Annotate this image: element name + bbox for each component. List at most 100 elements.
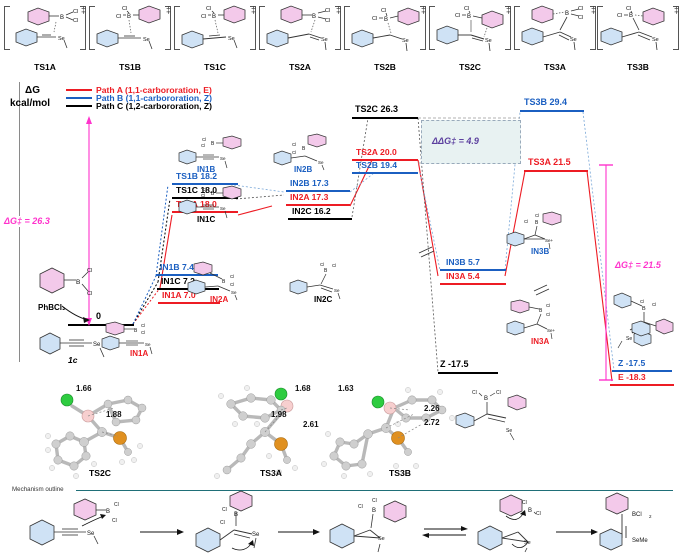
- ts-structure-ts2c: ‡ B Cl Cl Se TS2C: [429, 4, 511, 72]
- svg-text:Cl: Cl: [122, 6, 127, 12]
- svg-text:B: B: [642, 306, 646, 312]
- bracket-right-icon: ‡: [335, 5, 341, 50]
- ts-structure-ts1b: ‡ B Cl Cl Se TS1B: [89, 4, 171, 72]
- bond-distance-label: 1.66: [76, 384, 92, 393]
- svg-text:Cl: Cl: [202, 187, 206, 192]
- mechanism-divider: [76, 490, 673, 491]
- svg-text:Se: Se: [231, 290, 237, 295]
- structure-label-in1a: IN1A: [130, 349, 149, 358]
- svg-text:Se: Se: [626, 336, 632, 342]
- svg-text:Cl: Cl: [201, 193, 205, 198]
- bracket-right-icon: ‡: [165, 5, 171, 50]
- level-bar-in3b: [440, 269, 506, 271]
- svg-text:B: B: [76, 279, 80, 286]
- svg-text:Se: Se: [334, 288, 340, 293]
- level-bar-ts3b: [520, 110, 584, 112]
- svg-text:Cl: Cl: [472, 390, 477, 396]
- svg-text:Cl: Cl: [87, 268, 92, 274]
- bracket-left-icon: [429, 6, 435, 50]
- ball-stick-model: [45, 393, 147, 479]
- dagger-icon: ‡: [420, 5, 426, 15]
- svg-text:Cl: Cl: [372, 16, 377, 22]
- level-bar-in2b: [286, 190, 350, 192]
- level-label-ts1b: TS1B 18.2: [176, 171, 218, 181]
- bracket-right-icon: ‡: [420, 5, 426, 50]
- svg-text:B: B: [127, 14, 131, 20]
- level-label-in2a: IN2A 17.3: [290, 192, 329, 202]
- svg-text:Se: Se: [220, 156, 226, 161]
- svg-text:Se: Se: [252, 532, 260, 538]
- svg-text:Cl: Cl: [536, 511, 541, 517]
- svg-text:Cl: Cl: [381, 8, 386, 14]
- svg-text:Se: Se: [402, 38, 409, 44]
- molecule-drawing: B Cl Cl Se: [351, 7, 420, 52]
- delta-delta-g-box: [421, 120, 521, 164]
- ball-stick-model: [321, 387, 455, 479]
- svg-text:B: B: [565, 11, 569, 17]
- axis-title-dg: ΔG: [25, 85, 40, 96]
- svg-text:Se: Se: [220, 206, 226, 211]
- svg-text:Cl: Cl: [358, 504, 363, 510]
- svg-text:Cl: Cl: [87, 291, 92, 297]
- barrier-label-right: ΔG‡ = 21.5: [615, 260, 661, 270]
- svg-text:B: B: [384, 17, 388, 23]
- geometry-ts3b: 1.63 2.26 2.72 TS3B: [320, 384, 500, 479]
- svg-text:Cl: Cl: [496, 390, 501, 396]
- bracket-left-icon: [89, 6, 95, 50]
- structure-label-in3b: IN3B: [531, 247, 550, 256]
- svg-text:Cl: Cl: [372, 498, 377, 504]
- dagger-icon: ‡: [673, 5, 679, 15]
- molecule-drawing: B Cl Cl Se: [455, 390, 527, 441]
- svg-text:Cl: Cl: [73, 9, 78, 15]
- level-bar-reactant: [68, 324, 134, 326]
- structure-in1b: B Cl Cl Se IN1B: [175, 135, 253, 177]
- svg-text:Cl: Cl: [73, 18, 78, 24]
- dagger-icon: ‡: [335, 5, 341, 15]
- level-label-product-z: Z -17.5: [618, 358, 646, 368]
- ts-structure-ts2a: ‡ B Cl Cl Se TS2A: [259, 4, 341, 72]
- ts-label-ts3b: TS3B: [627, 62, 649, 72]
- svg-text:Cl: Cl: [114, 502, 119, 508]
- ts-structure-ts1c: ‡ B Cl Cl Se TS1C: [174, 4, 256, 72]
- bracket-right-icon: ‡: [590, 5, 596, 50]
- level-bar-ts1c: [172, 197, 238, 199]
- svg-text:Cl: Cl: [202, 137, 206, 142]
- dagger-icon: ‡: [505, 5, 511, 15]
- svg-text:B: B: [484, 396, 488, 402]
- structure-in3b: B Cl Cl Se+ IN3B: [505, 210, 577, 257]
- svg-text:Cl: Cl: [455, 13, 460, 19]
- svg-text:Cl: Cl: [141, 323, 145, 328]
- molecule-drawing: B Cl Cl Se: [181, 5, 246, 49]
- svg-text:Cl: Cl: [230, 282, 234, 287]
- level-bar-ts3a: [524, 170, 588, 172]
- svg-text:Se: Se: [321, 37, 328, 43]
- svg-text:B: B: [629, 13, 633, 19]
- bond-distance-label: 2.72: [424, 418, 440, 427]
- molecule-drawing: B Cl Cl Se: [15, 7, 78, 49]
- svg-text:Cl: Cl: [546, 312, 550, 317]
- bond-distance-label: 1.68: [295, 384, 311, 393]
- structure-phbcl2: B Cl Cl PhBCl₂: [32, 262, 112, 337]
- ts-label-ts1a: TS1A: [34, 62, 56, 72]
- geometry-label-ts3a: TS3A: [260, 468, 282, 478]
- structure-in1c: B Cl Cl Se IN1C: [175, 185, 253, 227]
- svg-text:Se: Se: [145, 342, 151, 347]
- reactant-label-1c: 1c: [68, 355, 78, 365]
- ts-label-ts1c: TS1C: [204, 62, 226, 72]
- molecule-drawing: B Cl Cl Se: [187, 261, 238, 301]
- svg-text:Cl: Cl: [546, 303, 550, 308]
- svg-text:B: B: [211, 141, 215, 147]
- energy-profile-curves: [132, 111, 615, 382]
- svg-text:Cl: Cl: [206, 6, 211, 12]
- svg-text:SeMe: SeMe: [632, 538, 648, 544]
- svg-text:B: B: [212, 14, 216, 20]
- svg-text:Cl: Cl: [292, 142, 296, 147]
- svg-text:Se: Se: [652, 37, 659, 43]
- molecule-drawing: B Cl Cl Se: [273, 133, 327, 171]
- molecule-drawing: B Cl Cl Se: [96, 5, 161, 50]
- level-label-in3b: IN3B 5.7: [446, 257, 480, 267]
- level-label-ts2c: TS2C 26.3: [355, 104, 399, 114]
- dagger-icon: ‡: [590, 5, 596, 15]
- level-label-in2c: IN2C 16.2: [292, 206, 331, 216]
- structure-label-in2a: IN2A: [210, 295, 229, 304]
